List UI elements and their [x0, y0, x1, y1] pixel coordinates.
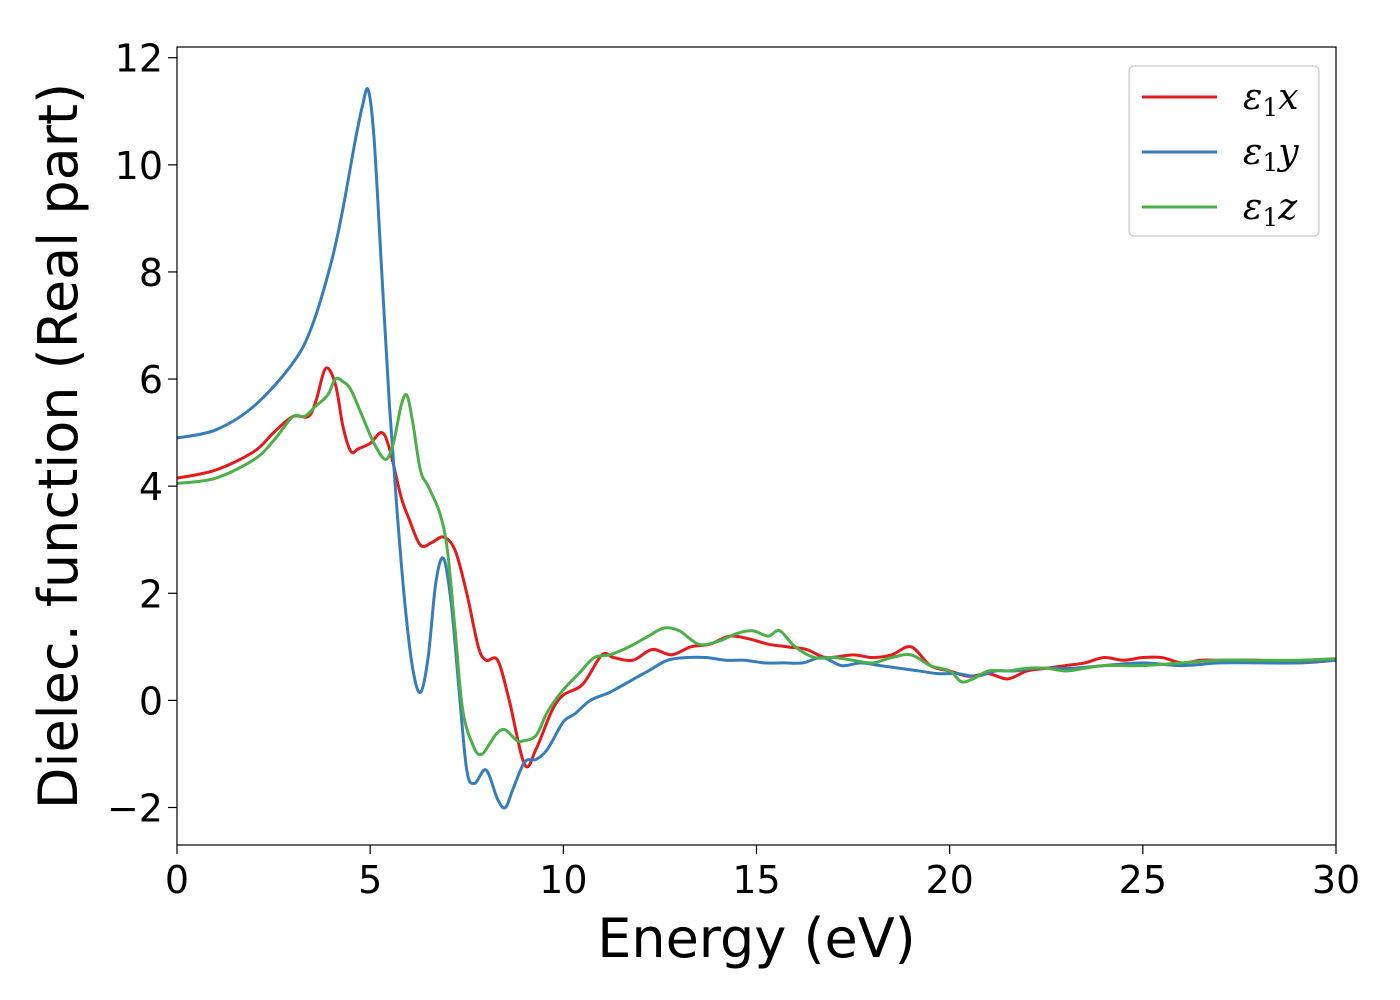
y-tick-label: 0	[139, 679, 163, 723]
legend: ε1x ε1y ε1z	[1128, 65, 1320, 237]
y-tick-label: −2	[107, 787, 163, 831]
x-axis-title: Energy (eV)	[597, 907, 916, 970]
series-line-x	[177, 366, 1336, 769]
y-axis-title: Dielec. function (Real part)	[27, 83, 90, 809]
y-tick-label: 10	[115, 144, 163, 188]
x-tick-label: 10	[539, 858, 587, 902]
legend-box	[1128, 65, 1320, 237]
series-line-z	[177, 376, 1336, 757]
legend-label-z: ε1z	[1243, 187, 1298, 232]
x-tick-label: 15	[732, 858, 780, 902]
x-tick-label: 25	[1119, 858, 1167, 902]
x-tick-label: 0	[165, 858, 189, 902]
y-tick-label: 4	[139, 465, 163, 509]
y-tick-label: 6	[139, 358, 163, 402]
legend-label-y: ε1y	[1243, 132, 1299, 177]
x-tick-label: 5	[358, 858, 382, 902]
series-layer	[177, 87, 1336, 810]
y-tick-label: 2	[139, 572, 163, 616]
x-tick-label: 20	[925, 858, 973, 902]
legend-label-x: ε1x	[1243, 77, 1299, 122]
y-tick-label: 12	[115, 37, 163, 81]
y-tick-label: 8	[139, 251, 163, 295]
y-axis: −2 0 2 4 6 8 10 12	[107, 37, 177, 831]
x-axis: 0 5 10 15 20 25 30	[165, 845, 1360, 902]
x-tick-label: 30	[1312, 858, 1360, 902]
